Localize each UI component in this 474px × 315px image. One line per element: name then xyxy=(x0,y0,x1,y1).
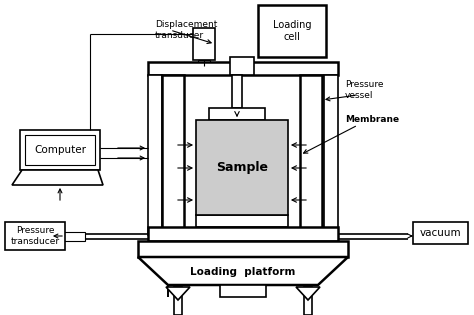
Polygon shape xyxy=(138,257,348,285)
Polygon shape xyxy=(12,170,103,185)
Bar xyxy=(20,130,100,170)
Bar xyxy=(413,222,468,244)
Bar xyxy=(209,108,265,120)
Bar xyxy=(232,75,242,108)
Bar xyxy=(148,62,338,75)
Text: Loading  platform: Loading platform xyxy=(191,267,296,277)
Bar xyxy=(174,287,182,315)
Bar xyxy=(198,60,210,66)
Bar xyxy=(193,28,215,60)
Bar xyxy=(148,75,162,235)
Bar xyxy=(196,120,288,215)
Bar xyxy=(300,75,322,235)
Bar xyxy=(258,5,326,57)
Bar xyxy=(220,285,266,297)
Bar xyxy=(162,75,184,235)
Text: Sample: Sample xyxy=(216,161,268,174)
Bar xyxy=(138,241,348,257)
Bar xyxy=(5,222,65,250)
Text: Computer: Computer xyxy=(34,145,86,155)
Bar xyxy=(230,57,254,75)
Text: Displacement
transducer: Displacement transducer xyxy=(155,20,218,40)
Polygon shape xyxy=(166,287,190,300)
Text: Membrane: Membrane xyxy=(345,116,399,124)
Bar xyxy=(304,287,312,315)
Bar xyxy=(324,75,338,235)
Text: vacuum: vacuum xyxy=(419,228,461,238)
Text: Pressure
vessel: Pressure vessel xyxy=(345,80,383,100)
Polygon shape xyxy=(296,287,320,300)
Bar xyxy=(25,135,95,165)
Bar xyxy=(60,232,85,241)
Text: Pressure
transducer: Pressure transducer xyxy=(10,226,60,246)
Bar xyxy=(148,227,338,241)
Bar xyxy=(196,215,288,227)
Text: Loading
cell: Loading cell xyxy=(273,20,311,42)
